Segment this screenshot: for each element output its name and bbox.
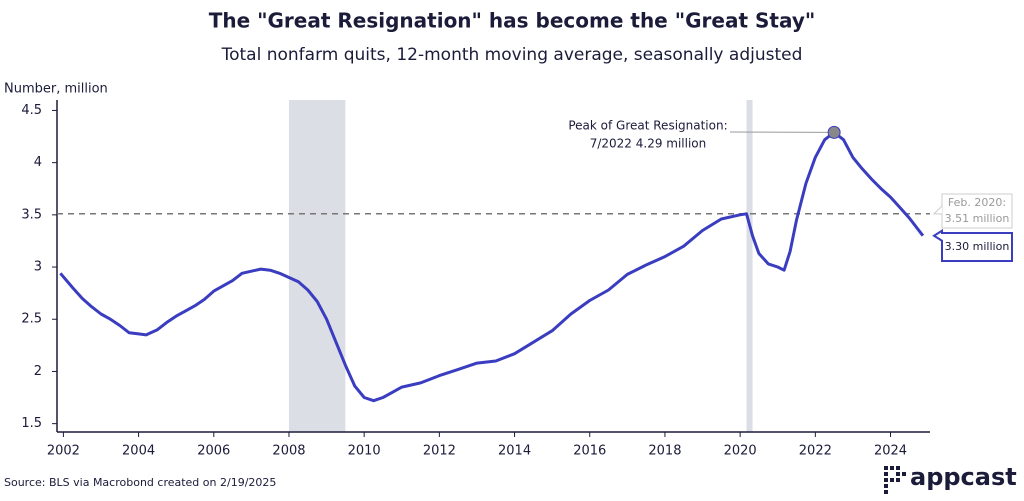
x-tick-label: 2022 — [799, 444, 832, 459]
peak-marker — [827, 125, 841, 139]
shaded-period — [746, 100, 753, 432]
reference-label-pointer — [932, 205, 943, 215]
x-tick-label: 2006 — [197, 444, 230, 459]
reference-label: Feb. 2020: — [948, 196, 1006, 209]
reference-label: 3.51 million — [945, 212, 1010, 225]
y-tick-label: 3 — [34, 260, 42, 275]
peak-annotation: Peak of Great Resignation: — [568, 119, 727, 133]
x-tick-label: 2024 — [874, 444, 907, 459]
y-tick-label: 2.5 — [21, 312, 42, 327]
source: Source: BLS via Macrobond created on 2/1… — [4, 476, 276, 489]
chart-subtitle: Total nonfarm quits, 12-month moving ave… — [221, 45, 803, 65]
data-line — [59, 130, 925, 403]
shaded-period — [288, 100, 346, 432]
y-tick-label: 4.5 — [21, 103, 42, 118]
y-tick-label: 2 — [34, 364, 42, 379]
x-tick-label: 2018 — [648, 444, 681, 459]
y-tick-label: 3.5 — [21, 207, 42, 222]
end-label: 3.30 million — [945, 240, 1010, 253]
x-tick-label: 2014 — [498, 444, 531, 459]
y-axis-label: Number, million — [4, 82, 108, 97]
end-label-box — [932, 228, 1013, 262]
x-tick-label: 2020 — [724, 444, 757, 459]
x-tick-label: 2004 — [122, 444, 155, 459]
peak-annotation: 7/2022 4.29 million — [590, 137, 707, 151]
x-tick-label: 2012 — [423, 444, 456, 459]
x-tick-label: 2008 — [272, 444, 305, 459]
y-tick-label: 1.5 — [21, 416, 42, 431]
x-tick-label: 2002 — [47, 444, 80, 459]
y-tick-label: 4 — [34, 155, 42, 170]
x-tick-label: 2010 — [348, 444, 381, 459]
logo: appcast — [910, 463, 1017, 491]
logo-icon — [884, 466, 906, 494]
x-tick-label: 2016 — [573, 444, 606, 459]
chart-title: The "Great Resignation" has become the "… — [209, 9, 816, 33]
